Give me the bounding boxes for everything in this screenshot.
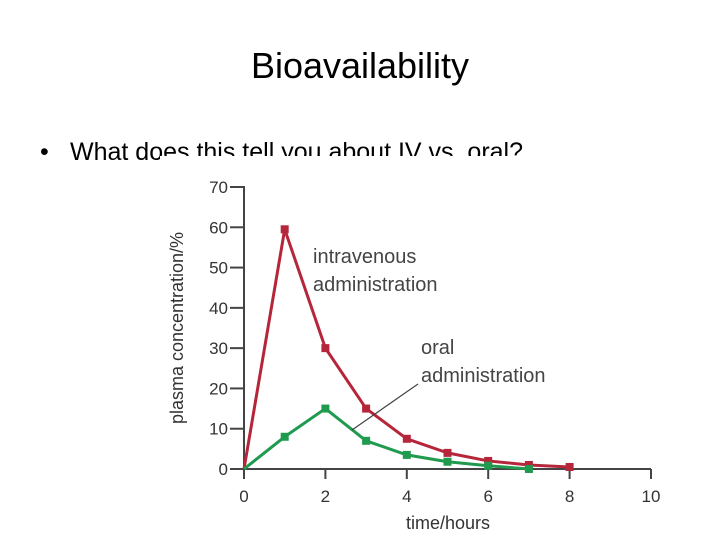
y-tick-label: 30: [209, 339, 228, 358]
data-point-oral: [402, 450, 411, 459]
annotation-intravenous: intravenous: [313, 246, 416, 268]
annotation-oral: administration: [421, 365, 546, 387]
y-tick-label: 40: [209, 299, 228, 318]
x-tick-label: 2: [321, 487, 330, 506]
data-point-intravenous: [524, 460, 533, 469]
y-tick-label: 50: [209, 259, 228, 278]
data-point-oral: [524, 465, 533, 473]
line-chart: 0 10 20 30 40 50 60 70 0 2 4 6 8 10 time/hours plasma c…: [167, 178, 661, 533]
y-tick-label: 10: [209, 420, 228, 439]
data-point-oral: [443, 457, 452, 466]
x-tick-label: 6: [483, 487, 492, 506]
annotation-intravenous: administration: [313, 274, 438, 296]
y-tick-label: 20: [209, 379, 228, 398]
x-tick-label: 4: [402, 487, 411, 506]
data-point-intravenous: [484, 456, 493, 465]
x-tick-label: 0: [239, 487, 248, 506]
data-point-intravenous: [565, 462, 574, 471]
bullet-marker: •: [40, 138, 49, 166]
data-point-intravenous: [280, 225, 289, 234]
chart-container: 0 10 20 30 40 50 60 70 0 2 4 6 8 10 time/hours plasma c…: [160, 156, 678, 540]
data-point-intravenous: [402, 434, 411, 443]
data-point-intravenous: [443, 448, 452, 457]
x-tick-label: 8: [565, 487, 574, 506]
data-point-oral: [280, 432, 289, 441]
annotation-oral: oral: [421, 337, 454, 359]
y-tick-label: 0: [219, 460, 228, 479]
data-point-oral: [362, 436, 371, 445]
y-axis-title: plasma concentration/%: [167, 232, 187, 424]
data-point-oral: [321, 404, 330, 413]
x-axis-title: time/hours: [406, 513, 490, 533]
slide-title: Bioavailability: [250, 45, 470, 86]
data-point-intravenous: [362, 404, 371, 413]
y-tick-label: 70: [209, 178, 228, 197]
series-line-oral: [243, 407, 530, 471]
x-tick-label: 10: [642, 487, 661, 506]
data-point-intravenous: [321, 344, 330, 353]
y-tick-label: 60: [209, 218, 228, 237]
annotation-leader-line: [351, 383, 419, 431]
data-point-oral: [484, 461, 493, 470]
